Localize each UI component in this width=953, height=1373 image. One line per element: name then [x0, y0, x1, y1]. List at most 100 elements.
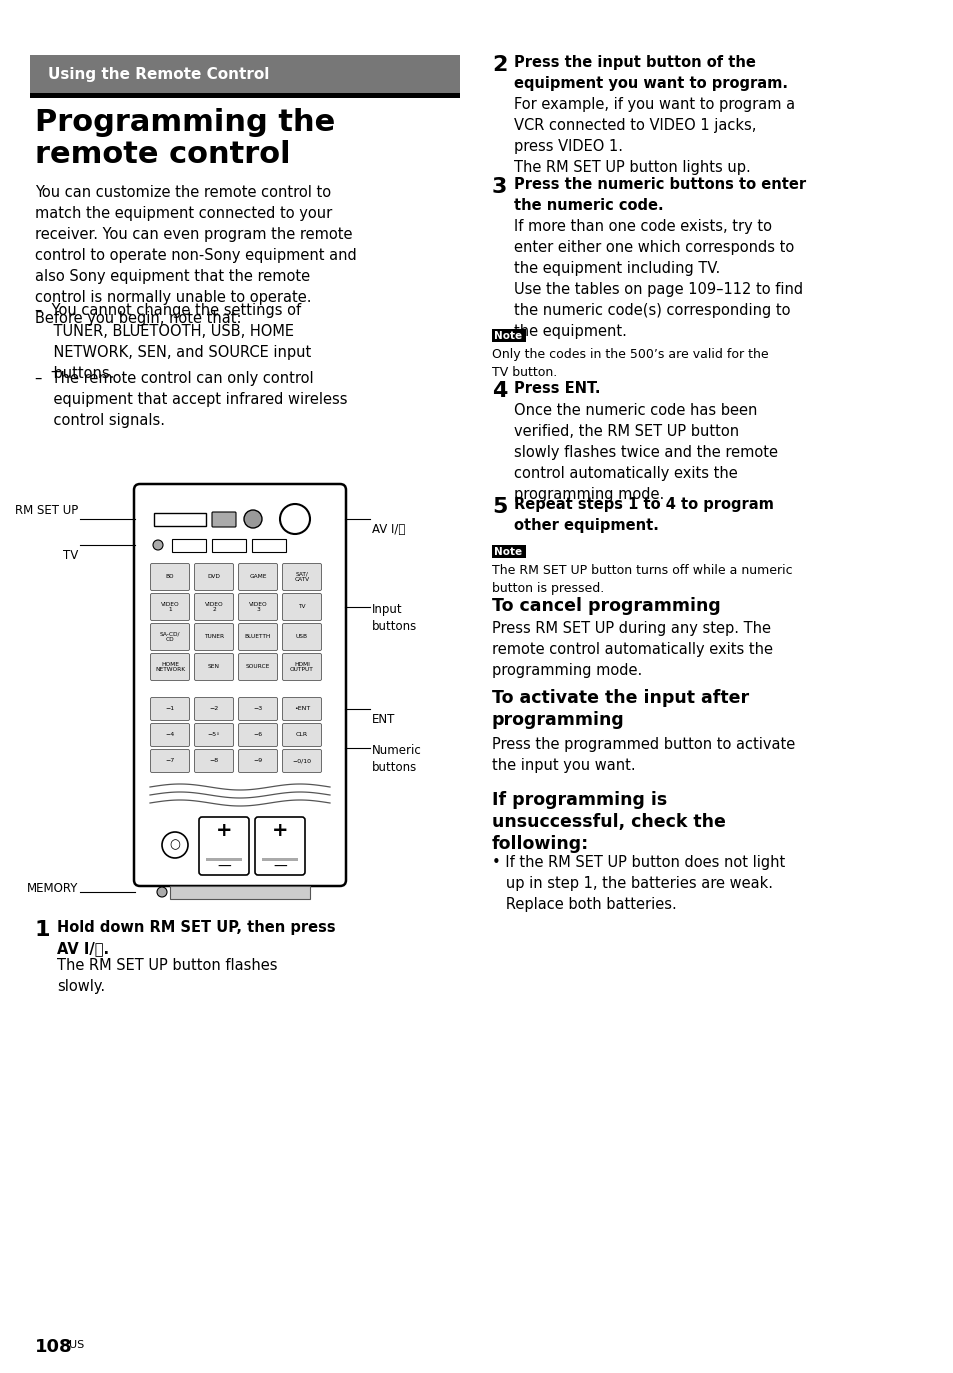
- Text: –  The remote control can only control
    equipment that accept infrared wirele: – The remote control can only control eq…: [35, 371, 347, 428]
- Text: If programming is
unsuccessful, check the
following:: If programming is unsuccessful, check th…: [492, 791, 725, 854]
- Text: −5◦: −5◦: [208, 733, 220, 737]
- Text: USB: USB: [295, 634, 308, 640]
- FancyBboxPatch shape: [151, 593, 190, 621]
- Text: VIDEO
2: VIDEO 2: [205, 601, 223, 612]
- Text: SEN: SEN: [208, 665, 220, 670]
- Text: Press the input button of the
equipment you want to program.: Press the input button of the equipment …: [514, 55, 787, 91]
- Bar: [492, 330, 525, 342]
- FancyBboxPatch shape: [282, 623, 321, 651]
- FancyBboxPatch shape: [282, 750, 321, 773]
- Text: +: +: [272, 821, 288, 840]
- Text: 3: 3: [492, 177, 507, 196]
- FancyBboxPatch shape: [151, 623, 190, 651]
- Text: BD: BD: [166, 574, 174, 579]
- Text: −1: −1: [165, 707, 174, 711]
- Text: +: +: [215, 821, 232, 840]
- Text: To cancel programming: To cancel programming: [492, 597, 720, 615]
- Bar: [206, 858, 242, 861]
- Text: BLUETTH: BLUETTH: [245, 634, 271, 640]
- FancyBboxPatch shape: [194, 697, 233, 721]
- Text: 2: 2: [492, 55, 507, 76]
- Text: Press the programmed button to activate
the input you want.: Press the programmed button to activate …: [492, 737, 795, 773]
- Text: HDMI
OUTPUT: HDMI OUTPUT: [290, 662, 314, 673]
- FancyBboxPatch shape: [151, 724, 190, 747]
- FancyBboxPatch shape: [282, 563, 321, 590]
- Bar: [172, 540, 206, 552]
- Text: • If the RM SET UP button does not light
   up in step 1, the batteries are weak: • If the RM SET UP button does not light…: [492, 855, 784, 912]
- Text: Note: Note: [494, 331, 521, 341]
- Text: −8: −8: [210, 758, 218, 763]
- Text: You can customize the remote control to
match the equipment connected to your
re: You can customize the remote control to …: [35, 185, 356, 325]
- Bar: [252, 540, 286, 552]
- Text: US: US: [69, 1340, 84, 1350]
- Text: Press the numeric buttons to enter
the numeric code.: Press the numeric buttons to enter the n…: [514, 177, 805, 213]
- FancyBboxPatch shape: [194, 724, 233, 747]
- Text: Hold down RM SET UP, then press
AV I/⏻.: Hold down RM SET UP, then press AV I/⏻.: [57, 920, 335, 956]
- Text: RM SET UP: RM SET UP: [14, 504, 78, 518]
- Text: HOME
NETWORK: HOME NETWORK: [154, 662, 185, 673]
- FancyBboxPatch shape: [199, 817, 249, 875]
- Text: GAME: GAME: [249, 574, 267, 579]
- Bar: [492, 545, 525, 557]
- Text: 4: 4: [492, 380, 507, 401]
- FancyBboxPatch shape: [238, 623, 277, 651]
- Circle shape: [280, 504, 310, 534]
- Text: MEMORY: MEMORY: [27, 881, 78, 894]
- Text: Numeric
buttons: Numeric buttons: [372, 744, 421, 774]
- Text: TV: TV: [298, 604, 305, 610]
- Text: SAT/
CATV: SAT/ CATV: [294, 571, 309, 582]
- FancyBboxPatch shape: [194, 654, 233, 681]
- FancyBboxPatch shape: [151, 750, 190, 773]
- Circle shape: [157, 887, 167, 897]
- Text: Note: Note: [494, 546, 521, 557]
- Text: ○: ○: [170, 839, 180, 851]
- FancyBboxPatch shape: [194, 623, 233, 651]
- Circle shape: [152, 540, 163, 551]
- FancyBboxPatch shape: [238, 750, 277, 773]
- Text: TV: TV: [63, 549, 78, 562]
- FancyBboxPatch shape: [238, 724, 277, 747]
- FancyBboxPatch shape: [212, 512, 235, 527]
- Bar: [212, 540, 246, 552]
- Text: −9: −9: [253, 758, 262, 763]
- Text: SOURCE: SOURCE: [246, 665, 270, 670]
- Text: Repeat steps 1 to 4 to program
other equipment.: Repeat steps 1 to 4 to program other equ…: [514, 497, 773, 533]
- FancyBboxPatch shape: [151, 563, 190, 590]
- Text: VIDEO
3: VIDEO 3: [249, 601, 267, 612]
- Text: —: —: [273, 859, 287, 875]
- FancyBboxPatch shape: [238, 593, 277, 621]
- FancyBboxPatch shape: [238, 654, 277, 681]
- Text: AV I/⏻: AV I/⏻: [372, 523, 405, 535]
- FancyBboxPatch shape: [151, 654, 190, 681]
- FancyBboxPatch shape: [254, 817, 305, 875]
- FancyBboxPatch shape: [194, 593, 233, 621]
- Bar: [30, 93, 459, 97]
- FancyBboxPatch shape: [238, 697, 277, 721]
- Text: To activate the input after
programming: To activate the input after programming: [492, 689, 748, 729]
- Text: remote control: remote control: [35, 140, 291, 169]
- Text: −3: −3: [253, 707, 262, 711]
- Text: 5: 5: [492, 497, 507, 518]
- Text: Once the numeric code has been
verified, the RM SET UP button
slowly flashes twi: Once the numeric code has been verified,…: [514, 404, 778, 503]
- Circle shape: [162, 832, 188, 858]
- Bar: [170, 886, 310, 899]
- Text: Programming the: Programming the: [35, 108, 335, 137]
- Text: –  You cannot change the settings of
    TUNER, BLUETOOTH, USB, HOME
    NETWORK: – You cannot change the settings of TUNE…: [35, 303, 311, 380]
- Bar: [153, 514, 206, 526]
- FancyBboxPatch shape: [238, 563, 277, 590]
- Text: −7: −7: [165, 758, 174, 763]
- Text: −6: −6: [253, 733, 262, 737]
- Bar: [30, 55, 459, 93]
- Text: Press ENT.: Press ENT.: [514, 380, 599, 395]
- Text: −0/10: −0/10: [293, 758, 312, 763]
- Text: 1: 1: [35, 920, 51, 941]
- Circle shape: [244, 509, 262, 529]
- FancyBboxPatch shape: [133, 485, 346, 886]
- Text: Only the codes in the 500’s are valid for the
TV button.: Only the codes in the 500’s are valid fo…: [492, 347, 768, 379]
- Text: CLR: CLR: [295, 733, 308, 737]
- Text: •ENT: •ENT: [294, 707, 310, 711]
- Text: —: —: [217, 859, 231, 875]
- Text: For example, if you want to program a
VCR connected to VIDEO 1 jacks,
press VIDE: For example, if you want to program a VC…: [514, 97, 794, 174]
- Text: DVD: DVD: [208, 574, 220, 579]
- Text: Input
buttons: Input buttons: [372, 603, 416, 633]
